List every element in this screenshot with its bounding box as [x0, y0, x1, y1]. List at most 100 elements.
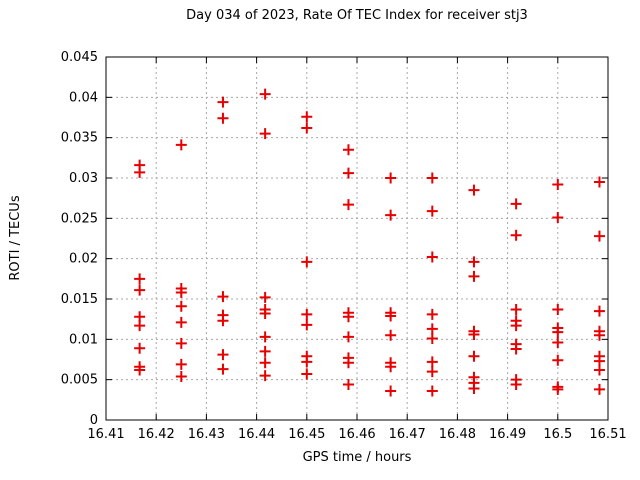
data-point-marker: [175, 287, 187, 299]
data-point-marker: [301, 111, 313, 123]
chart-title: Day 034 of 2023, Rate Of TEC Index for r…: [186, 8, 528, 23]
data-point-marker: [301, 356, 313, 368]
data-point-marker: [342, 357, 354, 369]
data-point-marker: [175, 358, 187, 370]
data-point-marker: [385, 172, 397, 184]
data-point-marker: [134, 166, 146, 178]
data-point-marker: [301, 368, 313, 380]
x-tick-label: 16.43: [188, 427, 225, 442]
data-point-marker: [385, 329, 397, 341]
data-point-marker: [342, 331, 354, 343]
data-point-marker: [552, 303, 564, 315]
x-tick-label: 16.42: [138, 427, 175, 442]
data-point-marker: [259, 291, 271, 303]
data-point-marker: [385, 209, 397, 221]
data-point-marker: [468, 270, 480, 282]
data-point-marker: [134, 273, 146, 285]
x-tick-label: 16.49: [489, 427, 526, 442]
data-point-marker: [426, 251, 438, 263]
data-point-marker: [175, 300, 187, 312]
data-point-marker: [342, 144, 354, 156]
data-point-marker: [468, 383, 480, 395]
x-tick-label: 16.41: [87, 427, 124, 442]
data-point-marker: [259, 88, 271, 100]
data-point-marker: [510, 303, 522, 315]
y-tick-label: 0.02: [69, 252, 98, 267]
data-point-marker: [552, 212, 564, 224]
y-tick-label: 0: [90, 413, 98, 428]
data-point-marker: [426, 385, 438, 397]
data-point-marker: [342, 311, 354, 323]
data-point-marker: [342, 379, 354, 391]
data-point-marker: [134, 364, 146, 376]
data-point-marker: [301, 122, 313, 134]
data-point-marker: [510, 320, 522, 332]
data-point-marker: [552, 354, 564, 366]
data-point-marker: [426, 323, 438, 335]
x-tick-label: 16.46: [338, 427, 375, 442]
y-tick-label: 0.005: [61, 373, 98, 388]
data-point-marker: [175, 316, 187, 328]
data-point-marker: [134, 342, 146, 354]
x-tick-label: 16.47: [389, 427, 426, 442]
data-point-marker: [593, 176, 605, 188]
data-point-marker: [468, 328, 480, 340]
data-point-marker: [342, 167, 354, 179]
data-point-marker: [552, 326, 564, 338]
data-point-marker: [342, 199, 354, 211]
data-point-marker: [593, 329, 605, 341]
data-point-marker: [385, 385, 397, 397]
y-axis-label: ROTI / TECUs: [8, 195, 23, 281]
data-point-marker: [259, 370, 271, 382]
data-point-marker: [259, 128, 271, 140]
data-point-marker: [593, 305, 605, 317]
data-point-marker: [301, 256, 313, 268]
data-point-marker: [552, 178, 564, 190]
data-point-marker: [426, 172, 438, 184]
y-tick-label: 0.035: [61, 131, 98, 146]
data-point-marker: [510, 198, 522, 210]
data-point-marker: [175, 139, 187, 151]
data-point-marker: [385, 361, 397, 373]
data-point-marker: [217, 112, 229, 124]
data-point-marker: [468, 256, 480, 268]
data-point-marker: [552, 337, 564, 349]
data-point-marker: [175, 337, 187, 349]
data-point-marker: [468, 350, 480, 362]
data-point-marker: [593, 230, 605, 242]
x-tick-label: 16.48: [439, 427, 476, 442]
data-point-marker: [385, 310, 397, 322]
data-point-marker: [510, 379, 522, 391]
data-point-marker: [217, 349, 229, 361]
data-point-marker: [134, 320, 146, 332]
data-point-marker: [259, 308, 271, 320]
y-tick-label: 0.025: [61, 211, 98, 226]
x-tick-label: 16.5: [543, 427, 572, 442]
y-tick-label: 0.03: [69, 171, 98, 186]
data-point-marker: [175, 370, 187, 382]
data-point-marker: [593, 364, 605, 376]
data-point-marker: [552, 383, 564, 395]
y-tick-label: 0.045: [61, 50, 98, 65]
x-tick-label: 16.45: [288, 427, 325, 442]
data-point-marker: [259, 331, 271, 343]
y-tick-label: 0.01: [69, 332, 98, 347]
x-tick-label: 16.51: [589, 427, 626, 442]
data-point-marker: [217, 96, 229, 108]
data-point-marker: [217, 291, 229, 303]
data-point-marker: [217, 315, 229, 327]
x-axis-label: GPS time / hours: [302, 450, 412, 465]
data-point-marker: [593, 383, 605, 395]
data-point-marker: [426, 205, 438, 217]
data-point-marker: [134, 284, 146, 296]
data-point-marker: [426, 308, 438, 320]
data-point-marker: [510, 229, 522, 241]
data-point-marker: [301, 319, 313, 331]
data-point-marker: [426, 333, 438, 345]
data-point-marker: [468, 184, 480, 196]
data-point-marker: [259, 357, 271, 369]
data-point-marker: [259, 345, 271, 357]
data-point-marker: [510, 343, 522, 355]
